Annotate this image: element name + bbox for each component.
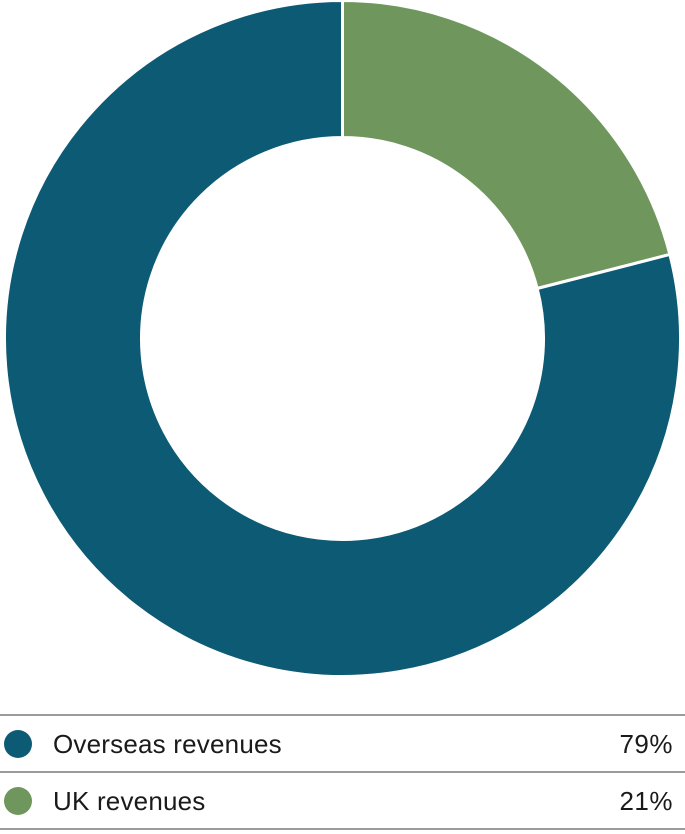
legend-label-uk: UK revenues <box>53 785 206 816</box>
legend-divider-bottom <box>0 828 685 830</box>
legend-divider-top <box>0 714 685 716</box>
legend-value-uk: 21% <box>619 785 673 816</box>
donut-chart-svg <box>3 0 682 677</box>
legend-row-overseas-revenues: Overseas revenues 79% <box>0 716 685 771</box>
legend-value-overseas: 79% <box>619 728 673 759</box>
green-circle-icon <box>4 786 32 815</box>
chart-legend: Overseas revenues 79% UK revenues 21% <box>0 716 685 830</box>
donut-chart <box>3 0 682 677</box>
legend-row-uk-revenues: UK revenues 21% <box>0 773 685 828</box>
legend-label-overseas: Overseas revenues <box>53 728 282 759</box>
legend-divider-middle <box>0 771 685 773</box>
donut-slice <box>341 0 672 291</box>
teal-circle-icon <box>4 729 32 758</box>
donut-slice <box>3 0 682 677</box>
